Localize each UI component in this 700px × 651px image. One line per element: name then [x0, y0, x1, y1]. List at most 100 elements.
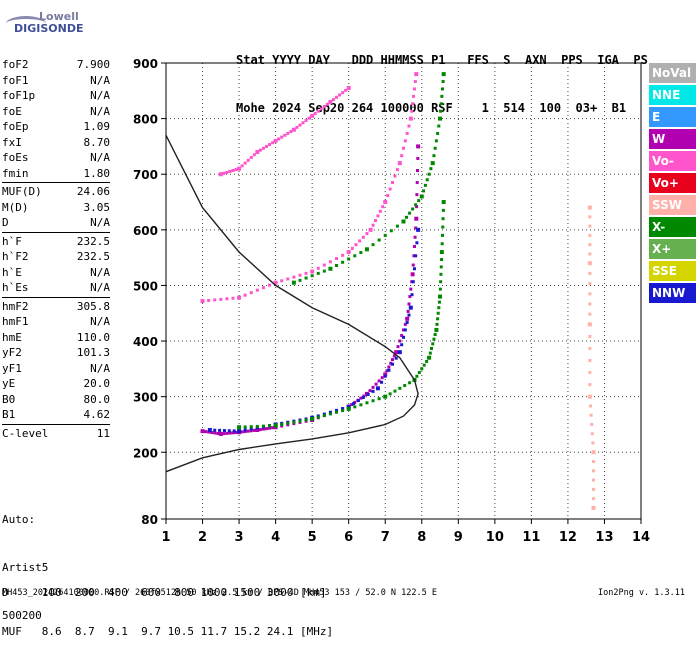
data-point — [393, 389, 397, 393]
data-point — [328, 99, 333, 104]
data-point — [407, 302, 411, 306]
data-point — [414, 226, 418, 230]
data-point — [228, 431, 232, 435]
data-point — [587, 322, 592, 327]
data-point — [403, 384, 407, 388]
data-point — [432, 154, 436, 158]
data-point — [280, 135, 284, 139]
data-point — [400, 154, 404, 158]
data-point — [588, 346, 592, 350]
data-point — [398, 386, 402, 390]
x-tick-label: 4 — [271, 530, 280, 545]
scaled-parameters-panel: foF2 7.900 foF1 N/A foF1p N/A foE N/A foEp 1.09 fx… — [2, 57, 110, 441]
param-separator — [2, 231, 110, 233]
data-point — [412, 94, 416, 98]
param-row: B0 80.0 — [2, 392, 110, 408]
data-point — [402, 335, 405, 339]
y-tick-label: 80 — [141, 513, 158, 527]
param-value: 232.5 — [76, 234, 110, 248]
x-tick-label: 5 — [308, 530, 317, 545]
data-point — [434, 139, 438, 143]
data-point — [437, 306, 441, 310]
data-point — [310, 269, 315, 274]
data-point — [331, 98, 335, 102]
param-name: h`E — [2, 265, 22, 279]
data-point — [346, 406, 351, 411]
data-point — [435, 322, 439, 326]
data-point — [341, 253, 345, 257]
param-separator — [2, 296, 110, 298]
param-value: 101.3 — [76, 346, 110, 359]
data-point — [412, 87, 416, 91]
muf-distance-table: D 100 200 400 600 800 1000 1500 3000 [km… — [2, 560, 333, 651]
data-point — [375, 386, 380, 391]
data-point — [243, 428, 247, 432]
data-point — [371, 223, 375, 227]
data-point — [436, 317, 440, 321]
data-point — [219, 297, 223, 301]
data-point — [358, 239, 362, 243]
data-point — [353, 405, 357, 409]
data-point — [346, 250, 351, 255]
param-name: foEs — [2, 151, 29, 164]
data-point — [371, 399, 375, 403]
param-row: foEp 1.09 — [2, 119, 110, 135]
data-point — [416, 169, 420, 173]
param-value: N/A — [90, 151, 110, 164]
data-point — [291, 280, 296, 285]
data-point — [258, 428, 262, 432]
param-value: 1.80 — [83, 166, 111, 180]
data-point — [377, 397, 381, 401]
param-name: yF1 — [2, 361, 22, 375]
data-point — [439, 280, 443, 284]
data-point — [591, 450, 596, 455]
data-point — [328, 266, 333, 271]
data-point — [304, 418, 308, 422]
data-point — [280, 424, 284, 428]
x-tick-label: 7 — [381, 530, 390, 545]
data-point — [213, 428, 217, 432]
data-point — [402, 328, 405, 332]
data-point — [430, 346, 434, 350]
param-value: 24.06 — [76, 185, 110, 198]
data-point — [338, 93, 342, 97]
x-tick-label: 12 — [559, 530, 577, 545]
data-point — [298, 273, 302, 277]
data-point — [213, 431, 217, 435]
data-point — [365, 401, 369, 405]
data-point — [368, 389, 372, 393]
data-point — [592, 460, 595, 464]
param-row: foF2 7.900 — [2, 57, 110, 73]
data-point — [341, 407, 345, 411]
electron-density-profile — [165, 134, 419, 473]
data-point — [371, 389, 375, 393]
data-point — [387, 368, 391, 372]
data-point — [432, 337, 436, 341]
data-point — [280, 422, 284, 426]
data-point — [591, 441, 595, 445]
param-row: MUF(D) 24.06 — [2, 184, 110, 200]
data-point — [440, 242, 444, 246]
data-point — [271, 426, 275, 430]
data-point — [437, 124, 441, 128]
logo-line1: Lowell — [39, 10, 79, 23]
data-point — [378, 209, 382, 213]
lowell-digisonde-logo: Lowell DIGISONDE — [6, 10, 83, 40]
legend-item-sse: SSE — [649, 261, 696, 281]
data-point — [405, 131, 409, 135]
data-point — [218, 428, 222, 432]
data-point — [316, 109, 320, 113]
data-point — [410, 293, 414, 297]
data-point — [243, 161, 247, 165]
data-point — [588, 252, 592, 256]
data-point — [417, 199, 421, 203]
data-point — [216, 431, 220, 435]
data-point — [225, 431, 229, 435]
data-point — [373, 219, 377, 223]
data-point — [231, 296, 235, 300]
logo-swoosh — [6, 16, 46, 31]
data-point — [381, 205, 385, 209]
data-point — [402, 146, 405, 150]
data-point — [304, 276, 308, 280]
data-point — [313, 112, 317, 116]
